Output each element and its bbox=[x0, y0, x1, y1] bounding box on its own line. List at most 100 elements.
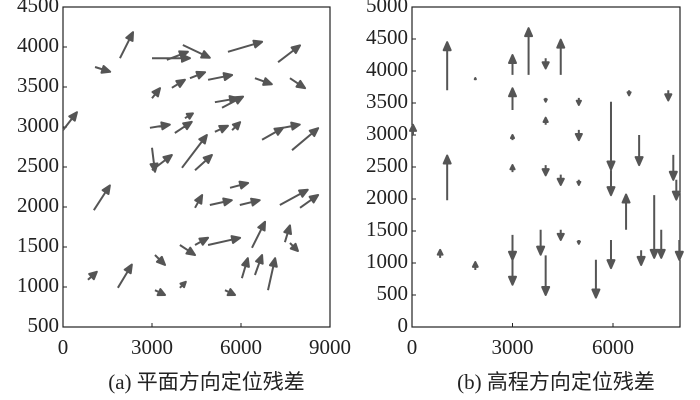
arrow bbox=[524, 27, 534, 75]
arrow bbox=[227, 39, 264, 53]
arrow bbox=[508, 234, 517, 261]
x-tick-label: 6000 bbox=[220, 335, 262, 359]
arrow bbox=[119, 31, 135, 59]
arrow bbox=[621, 193, 631, 230]
arrow bbox=[508, 87, 517, 111]
arrow bbox=[508, 54, 517, 75]
arrow bbox=[171, 78, 186, 89]
arrow bbox=[576, 239, 581, 245]
arrow bbox=[229, 180, 250, 190]
x-tick-label: 0 bbox=[58, 335, 69, 359]
y-tick-label: 2000 bbox=[366, 185, 408, 209]
arrow bbox=[668, 154, 678, 181]
y-tick-label: 2500 bbox=[366, 153, 408, 177]
y-tick-label: 500 bbox=[377, 281, 409, 305]
arrow bbox=[556, 229, 565, 241]
chart-caption: (b) 高程方向定位残差 bbox=[457, 370, 655, 394]
arrow bbox=[408, 123, 418, 135]
arrow bbox=[634, 135, 644, 167]
arrow bbox=[93, 184, 111, 211]
y-tick-label: 2000 bbox=[17, 193, 59, 217]
arrow bbox=[209, 197, 233, 207]
arrow bbox=[541, 58, 550, 70]
arrow bbox=[194, 154, 213, 171]
y-tick-label: 4000 bbox=[17, 33, 59, 57]
arrow bbox=[606, 101, 616, 171]
arrow bbox=[194, 194, 204, 209]
arrow bbox=[509, 164, 516, 173]
arrow bbox=[509, 134, 516, 141]
arrow bbox=[117, 263, 133, 289]
arrow bbox=[254, 254, 264, 276]
arrow bbox=[574, 129, 583, 142]
x-tick-label: 6000 bbox=[592, 335, 634, 359]
x-tick-label: 3000 bbox=[131, 335, 173, 359]
arrow bbox=[94, 65, 112, 74]
y-tick-label: 1000 bbox=[366, 249, 408, 273]
arrow bbox=[289, 242, 299, 252]
arrow bbox=[277, 44, 302, 63]
arrow bbox=[87, 270, 98, 281]
arrow bbox=[149, 147, 159, 173]
arrow bbox=[154, 288, 167, 297]
arrow bbox=[267, 257, 278, 291]
arrow bbox=[541, 255, 551, 296]
arrow bbox=[194, 236, 210, 246]
chart-caption: (a) 平面方向定位残差 bbox=[108, 370, 305, 394]
x-tick-label: 3000 bbox=[492, 335, 534, 359]
arrow bbox=[179, 244, 197, 256]
arrow bbox=[182, 44, 211, 59]
y-tick-label: 1500 bbox=[17, 233, 59, 257]
arrow bbox=[181, 134, 208, 169]
arrow bbox=[591, 259, 601, 299]
y-tick-label: 1000 bbox=[17, 273, 59, 297]
arrow bbox=[239, 197, 261, 207]
y-tick-label: 2500 bbox=[17, 153, 59, 177]
arrow bbox=[189, 70, 207, 80]
arrow bbox=[556, 174, 565, 186]
arrow bbox=[656, 229, 666, 259]
y-tick-label: 500 bbox=[28, 313, 60, 337]
x-tick-label: 9000 bbox=[309, 335, 351, 359]
arrow bbox=[442, 154, 452, 201]
arrow bbox=[536, 229, 546, 256]
arrow bbox=[62, 111, 78, 131]
arrow bbox=[436, 248, 444, 258]
arrow bbox=[224, 288, 237, 297]
arrow bbox=[251, 220, 267, 249]
arrow bbox=[184, 112, 194, 120]
arrow bbox=[279, 188, 309, 206]
y-tick-label: 3500 bbox=[17, 73, 59, 97]
arrow bbox=[508, 259, 517, 286]
arrow bbox=[154, 254, 167, 266]
arrow bbox=[575, 97, 582, 106]
arrow bbox=[543, 97, 548, 103]
y-tick-label: 4500 bbox=[17, 0, 59, 17]
arrow bbox=[282, 121, 301, 131]
arrow bbox=[283, 224, 293, 243]
y-tick-label: 0 bbox=[398, 313, 409, 337]
x-tick-label: 0 bbox=[407, 335, 418, 359]
arrow bbox=[471, 261, 479, 271]
arrow bbox=[240, 257, 250, 279]
y-tick-label: 5000 bbox=[366, 0, 408, 17]
arrow bbox=[207, 72, 234, 81]
arrow bbox=[151, 87, 162, 99]
arrow bbox=[626, 90, 632, 97]
arrow bbox=[231, 121, 242, 131]
arrow bbox=[556, 38, 566, 75]
y-tick-label: 1500 bbox=[366, 217, 408, 241]
y-tick-label: 3000 bbox=[17, 113, 59, 137]
arrow bbox=[674, 239, 684, 261]
arrow bbox=[541, 165, 550, 177]
arrow bbox=[649, 195, 659, 259]
plot-frame bbox=[62, 6, 331, 328]
arrow bbox=[174, 120, 193, 134]
arrow bbox=[291, 127, 320, 151]
arrow bbox=[542, 116, 549, 125]
arrow bbox=[149, 121, 171, 131]
arrow bbox=[179, 280, 187, 289]
arrow bbox=[221, 95, 245, 109]
arrow bbox=[207, 235, 242, 246]
